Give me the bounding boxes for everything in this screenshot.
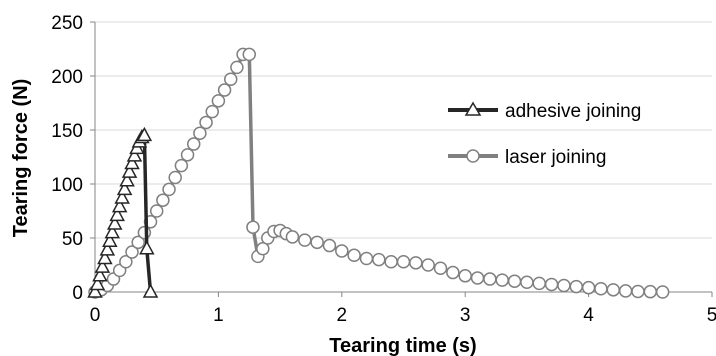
y-tick-label: 150 <box>51 121 83 142</box>
y-tick-label: 0 <box>72 283 83 304</box>
x-tick-label: 4 <box>583 305 594 326</box>
data-point <box>631 284 645 299</box>
x-tick-label: 0 <box>90 305 101 326</box>
data-point <box>116 180 133 196</box>
series-layer <box>87 47 670 299</box>
legend-item-laser: laser joining <box>448 147 606 168</box>
x-axis-title: Tearing time (s) <box>329 335 476 356</box>
data-point <box>205 104 219 119</box>
data-point <box>446 265 460 280</box>
y-tick-label: 100 <box>51 175 83 196</box>
data-point <box>433 261 448 275</box>
data-point <box>532 276 546 291</box>
series-adhesive-joining <box>87 126 159 298</box>
legend-label-laser: laser joining <box>505 147 606 168</box>
data-point <box>102 232 118 247</box>
data-point <box>168 170 182 185</box>
legend-label-adhesive: adhesive joining <box>505 101 641 122</box>
data-point <box>347 248 361 263</box>
data-point <box>230 60 244 75</box>
data-point <box>124 154 140 170</box>
data-point <box>99 241 116 256</box>
y-axis-title: Tearing force (N) <box>10 79 32 238</box>
data-point <box>136 126 153 142</box>
data-point <box>87 283 103 298</box>
data-point <box>372 252 386 267</box>
data-point <box>109 206 125 222</box>
data-point <box>106 215 123 230</box>
data-point <box>92 267 108 282</box>
data-point <box>298 233 312 247</box>
data-point <box>137 225 152 240</box>
data-point <box>180 148 195 162</box>
data-point <box>156 193 170 207</box>
gridlines <box>95 21 712 239</box>
data-point <box>569 279 584 294</box>
tick-labels: 0 50 100 150 200 250 0 1 2 3 4 5 <box>51 13 716 326</box>
data-point <box>458 269 472 283</box>
data-point <box>119 172 135 187</box>
data-point <box>149 204 164 218</box>
legend-marker-triangle <box>464 101 482 116</box>
data-point <box>94 258 111 273</box>
data-point <box>217 83 232 97</box>
data-point <box>421 258 435 272</box>
data-point <box>114 189 130 204</box>
data-point <box>142 283 159 298</box>
data-point <box>507 274 522 288</box>
data-point <box>193 126 207 140</box>
y-tick-label: 50 <box>62 229 83 250</box>
data-point <box>335 244 349 258</box>
y-tick-label: 200 <box>51 67 83 88</box>
data-point <box>655 285 670 299</box>
data-point <box>359 251 374 266</box>
data-point <box>162 182 176 197</box>
data-point <box>174 158 189 173</box>
data-point <box>544 277 559 292</box>
series-laser-joining <box>88 47 670 299</box>
data-point <box>223 72 238 86</box>
legend-marker-circle <box>466 149 480 163</box>
data-point <box>139 240 155 255</box>
data-point <box>470 271 485 285</box>
x-tick-label: 2 <box>337 305 348 326</box>
legend-item-adhesive: adhesive joining <box>448 101 641 122</box>
data-point <box>125 245 139 259</box>
data-point <box>97 249 113 265</box>
data-point <box>285 230 300 244</box>
data-point <box>594 282 608 296</box>
data-point <box>643 284 658 299</box>
y-tick-label: 250 <box>51 13 83 34</box>
data-point <box>483 272 497 286</box>
data-point <box>211 94 226 108</box>
data-point <box>131 235 145 250</box>
data-point <box>557 278 571 293</box>
data-point <box>310 235 324 250</box>
data-point <box>119 255 133 269</box>
data-point <box>199 115 213 130</box>
legend: adhesive joining laser joining <box>448 101 641 168</box>
x-tick-label: 5 <box>707 305 716 326</box>
x-tick-label: 3 <box>460 305 471 326</box>
data-point <box>186 137 201 151</box>
data-point <box>409 256 423 270</box>
data-point <box>111 198 128 213</box>
x-tick-label: 1 <box>213 305 224 326</box>
data-point <box>618 284 633 298</box>
data-point <box>384 255 398 269</box>
data-point <box>581 280 596 295</box>
data-point <box>256 242 270 256</box>
data-point <box>495 273 509 287</box>
data-point <box>242 47 256 62</box>
data-point <box>121 163 138 178</box>
data-point <box>104 224 121 239</box>
data-point <box>396 255 411 269</box>
data-point <box>520 275 534 290</box>
data-point <box>89 275 106 291</box>
data-point <box>322 238 337 253</box>
data-point <box>126 147 143 162</box>
data-point <box>246 220 260 234</box>
data-point <box>606 283 621 297</box>
